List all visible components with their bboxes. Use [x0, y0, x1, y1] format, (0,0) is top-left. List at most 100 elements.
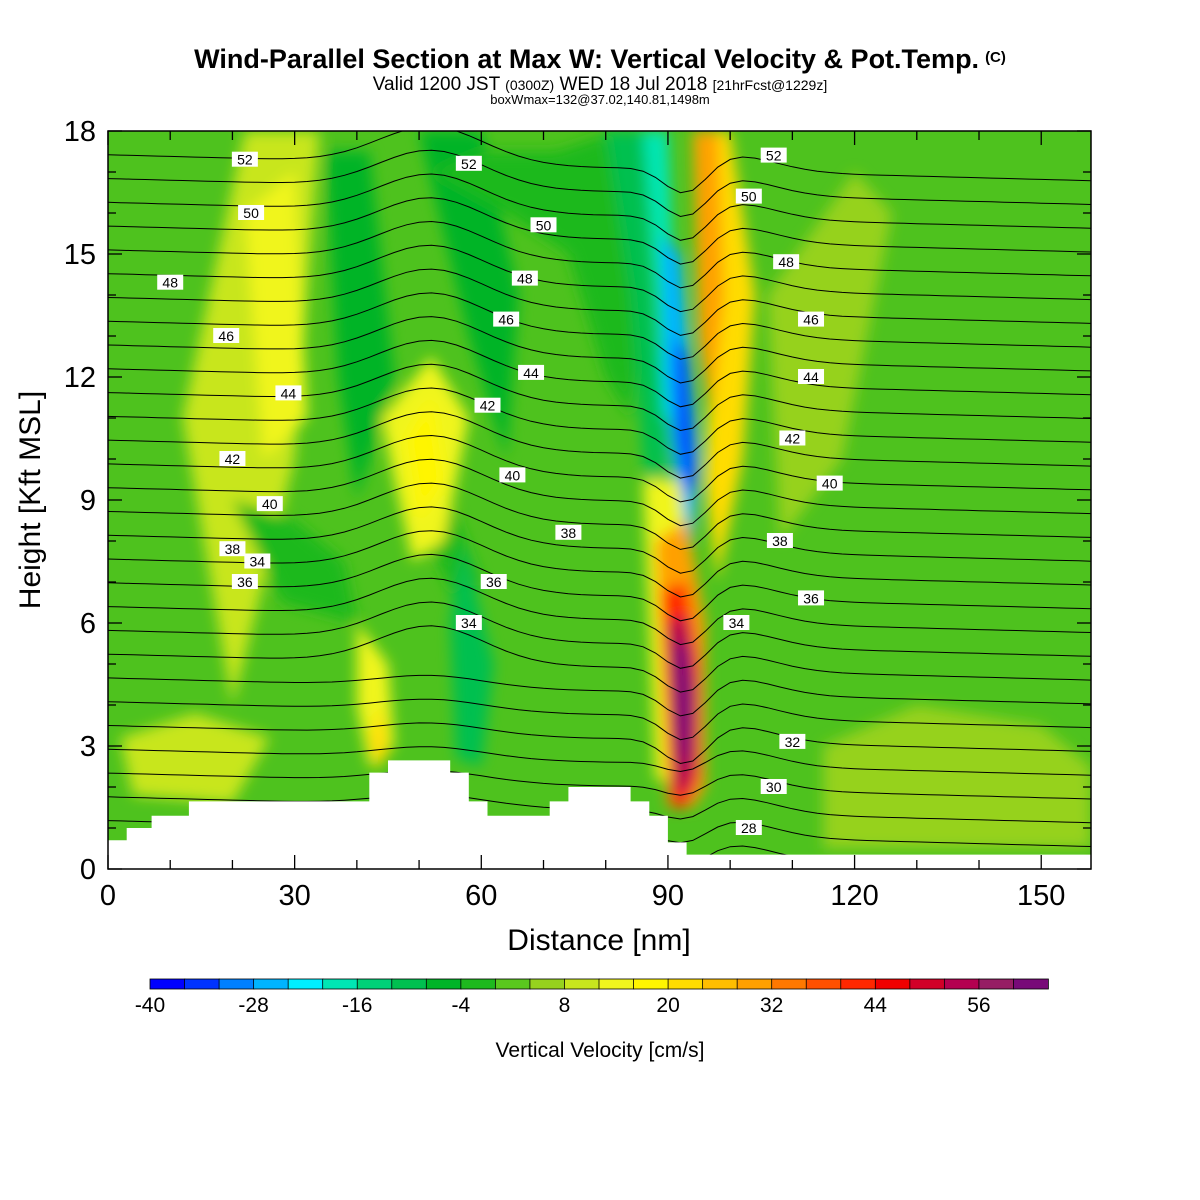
- colorbar-tick-label: 56: [967, 994, 990, 1017]
- velocity-band: [406, 397, 444, 521]
- y-tick-label: 6: [80, 608, 96, 640]
- colorbar-swatch: [529, 978, 566, 990]
- theta-contour: [108, 220, 1091, 289]
- contour-label: 40: [499, 467, 526, 483]
- colorbar-swatch: [322, 978, 359, 990]
- theta-contour: [108, 458, 1091, 527]
- colorbar-swatch: [391, 978, 428, 990]
- theta-contour: [108, 411, 1091, 479]
- colorbar-swatch: [667, 978, 704, 990]
- theta-contour: [108, 553, 1091, 622]
- theta-contour: [108, 506, 1091, 574]
- y-tick-label: 18: [64, 116, 96, 148]
- contour-label-value: 52: [461, 156, 477, 172]
- theta-contour: [108, 131, 1091, 194]
- contour-label: 48: [157, 274, 184, 291]
- x-tick-label: 0: [100, 880, 116, 912]
- colorbar-title: Vertical Velocity [cm/s]: [496, 1039, 705, 1062]
- colorbar-swatch: [771, 978, 808, 990]
- colorbar-swatch: [184, 978, 220, 990]
- contour-label: 46: [213, 328, 240, 344]
- contour-label-value: 40: [505, 467, 521, 483]
- x-axis-title: Distance [nm]: [507, 924, 690, 957]
- contour-label-value: 36: [486, 574, 502, 590]
- contour-label-value: 32: [785, 734, 801, 750]
- colorbar-swatch: [840, 978, 877, 990]
- velocity-band: [232, 500, 357, 623]
- chart-box-info: boxWmax=132@37.02,140.81,1498m: [490, 92, 710, 107]
- contour-label-value: 40: [822, 476, 838, 492]
- colorbar-swatch: [909, 978, 946, 990]
- contour-label: 44: [518, 364, 545, 381]
- contour-label-value: 34: [461, 615, 477, 631]
- contour-label: 44: [798, 369, 825, 385]
- velocity-band: [692, 131, 724, 418]
- colorbar: -40 -28 -16 -4 8 20 32 44 56: [135, 978, 1049, 1017]
- x-tick-label: 90: [652, 880, 684, 912]
- contour-label-value: 52: [766, 148, 782, 164]
- contour-label-value: 28: [741, 820, 757, 836]
- contour-label: 36: [480, 574, 507, 590]
- contour-label-value: 34: [250, 554, 266, 570]
- contour-label-value: 44: [803, 369, 819, 385]
- chart-title: Wind-Parallel Section at Max W: Vertical…: [194, 44, 1006, 74]
- contour-label: 42: [219, 451, 246, 467]
- contour-label: 48: [773, 254, 800, 270]
- contour-label: 34: [455, 615, 482, 631]
- colorbar-swatch: [149, 978, 186, 990]
- contour-label-value: 38: [772, 533, 788, 549]
- colorbar-tick-label: 44: [864, 994, 888, 1017]
- contour-label-value: 40: [262, 496, 278, 512]
- colorbar-tick-label: -28: [238, 994, 268, 1017]
- contour-labels: 28 30 32 34 34 34 36 36 36 38 38 38 40 40 40 42 42 42 44 44…: [157, 147, 843, 836]
- theta-contour: [108, 244, 1091, 313]
- contour-label: 36: [798, 590, 825, 606]
- y-tick-label: 9: [80, 485, 96, 517]
- contour-label-value: 34: [729, 615, 745, 631]
- contour-label-value: 48: [162, 275, 178, 291]
- colorbar-swatch: [1013, 978, 1049, 990]
- colorbar-swatch: [356, 978, 393, 990]
- contour-label-value: 50: [536, 217, 552, 233]
- contour-label-value: 46: [803, 312, 819, 328]
- contour-label-value: 36: [803, 590, 819, 606]
- contour-label-value: 44: [523, 365, 539, 381]
- contour-label-value: 48: [778, 254, 794, 270]
- theta-contour: [108, 268, 1091, 336]
- theta-contour: [108, 577, 1091, 646]
- colorbar-swatch: [874, 978, 911, 990]
- theta-contour: [108, 722, 1091, 765]
- theta-contour: [108, 770, 1091, 800]
- colorbar-tick-label: 20: [656, 994, 679, 1017]
- contour-label: 38: [219, 541, 246, 557]
- contour-label: 34: [244, 553, 271, 570]
- colorbar-tick-label: -4: [452, 994, 471, 1017]
- contour-label: 32: [779, 733, 806, 750]
- colorbar-swatch: [736, 978, 773, 990]
- y-tick-label: 15: [64, 239, 96, 271]
- theta-contour: [108, 601, 1091, 669]
- x-tick-label: 120: [830, 880, 878, 912]
- colorbar-swatch: [460, 978, 497, 990]
- terrain: [108, 760, 1091, 869]
- contour-label: 52: [760, 147, 787, 164]
- theta-contour: [108, 363, 1091, 432]
- x-tick-label: 60: [465, 880, 497, 912]
- theta-contour: [108, 292, 1091, 360]
- contour-label: 42: [474, 397, 501, 414]
- velocity-band: [120, 713, 270, 804]
- contour-label: 30: [760, 779, 787, 795]
- contour-label-value: 46: [498, 312, 514, 328]
- colorbar-swatch: [805, 978, 842, 990]
- y-tick-label: 3: [80, 731, 96, 763]
- contour-label: 46: [493, 311, 520, 328]
- contour-label-value: 38: [225, 541, 241, 557]
- plot-area: [108, 131, 1091, 869]
- colorbar-tick-label: 8: [559, 994, 571, 1017]
- contour-label: 38: [766, 533, 793, 549]
- theta-contour: [108, 316, 1091, 384]
- contour-label: 44: [275, 385, 302, 401]
- contour-label: 46: [798, 311, 825, 328]
- velocity-field: [120, 131, 1091, 849]
